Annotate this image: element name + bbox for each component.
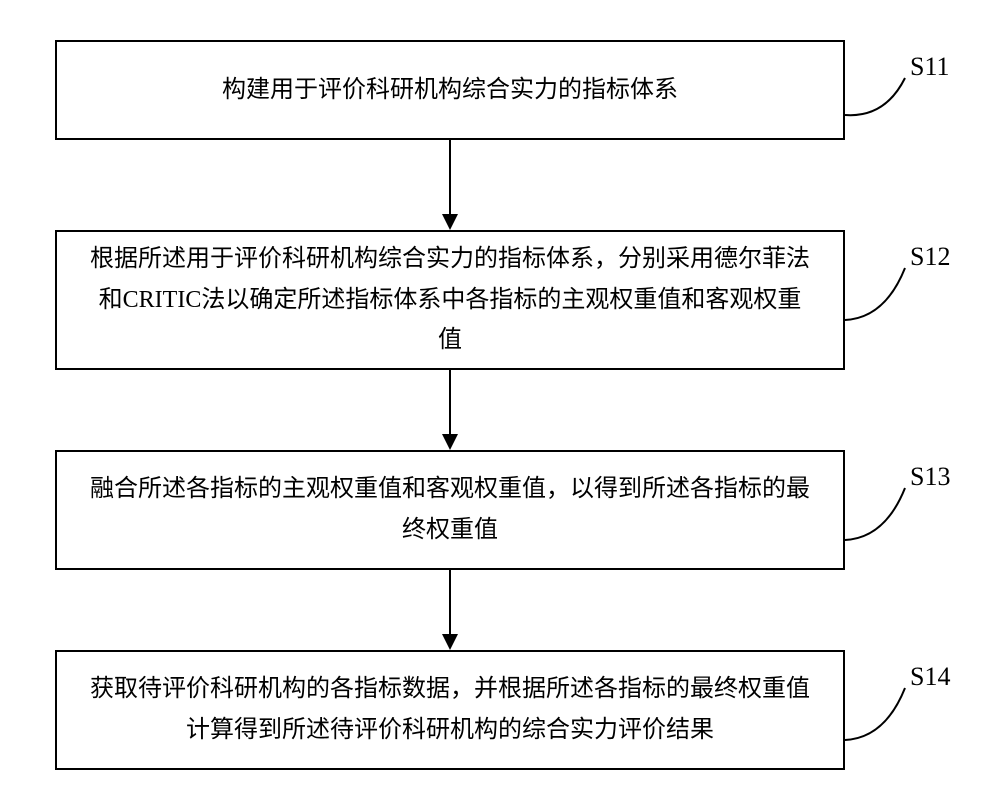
step-box-s14: 获取待评价科研机构的各指标数据，并根据所述各指标的最终权重值计算得到所述待评价科…: [55, 650, 845, 770]
step-text-s14: 获取待评价科研机构的各指标数据，并根据所述各指标的最终权重值计算得到所述待评价科…: [87, 669, 813, 751]
flowchart-canvas: 构建用于评价科研机构综合实力的指标体系 S11 根据所述用于评价科研机构综合实力…: [0, 0, 1000, 800]
step-text-s11: 构建用于评价科研机构综合实力的指标体系: [222, 70, 678, 111]
connector-s14: [845, 688, 905, 740]
step-text-s12: 根据所述用于评价科研机构综合实力的指标体系，分别采用德尔菲法和CRITIC法以确…: [87, 239, 813, 361]
step-label-s14: S14: [910, 662, 950, 692]
step-label-s11: S11: [910, 52, 950, 82]
connector-s11: [845, 78, 905, 115]
step-text-s13: 融合所述各指标的主观权重值和客观权重值，以得到所述各指标的最终权重值: [87, 469, 813, 551]
connector-s13: [845, 488, 905, 540]
step-box-s13: 融合所述各指标的主观权重值和客观权重值，以得到所述各指标的最终权重值: [55, 450, 845, 570]
step-box-s12: 根据所述用于评价科研机构综合实力的指标体系，分别采用德尔菲法和CRITIC法以确…: [55, 230, 845, 370]
step-label-s12: S12: [910, 242, 950, 272]
connector-s12: [845, 268, 905, 320]
step-label-s13: S13: [910, 462, 950, 492]
step-box-s11: 构建用于评价科研机构综合实力的指标体系: [55, 40, 845, 140]
